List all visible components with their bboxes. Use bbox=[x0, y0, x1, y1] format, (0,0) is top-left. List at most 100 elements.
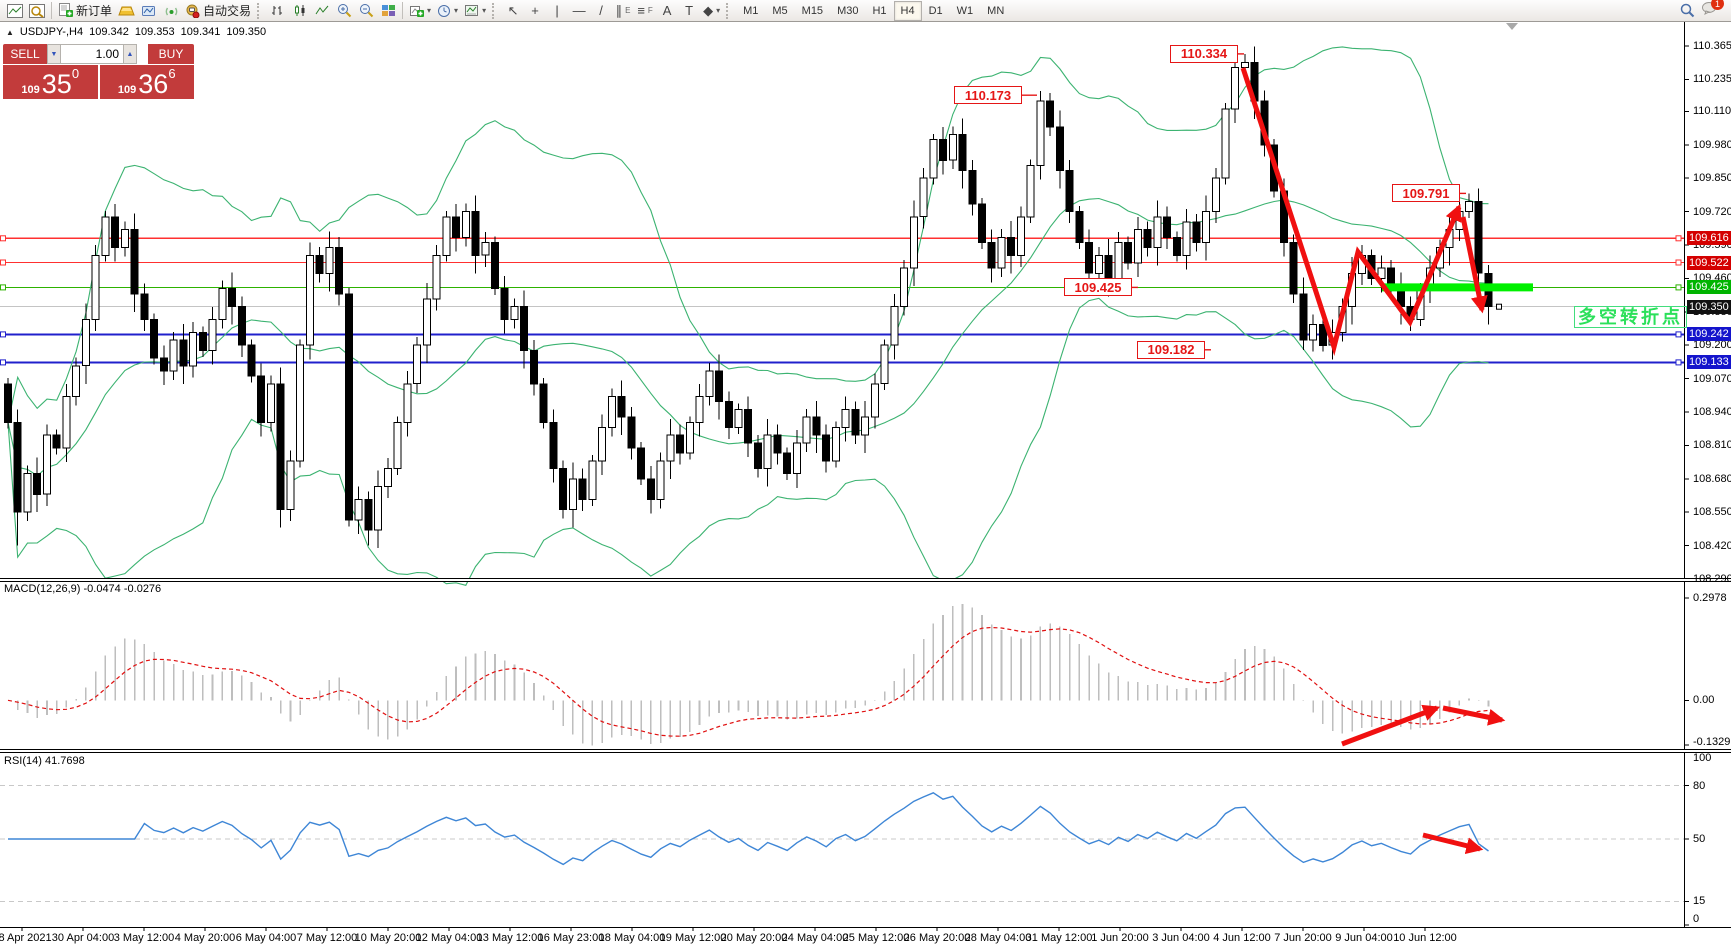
rsi-axis-tick[interactable]: 0 bbox=[1693, 913, 1700, 925]
macd-axis-tick[interactable]: -0.1329 bbox=[1693, 736, 1731, 748]
time-axis-label[interactable]: 30 Apr 04:00 bbox=[51, 932, 115, 944]
rsi-axis-tick[interactable]: 80 bbox=[1693, 779, 1706, 792]
timeframe-mn-button[interactable]: MN bbox=[987, 4, 1005, 17]
chart-shift-marker[interactable] bbox=[1506, 23, 1518, 30]
time-axis-label[interactable]: 7 May 12:00 bbox=[296, 932, 358, 944]
timeframe-m1-button[interactable]: M1 bbox=[743, 4, 759, 17]
price-annotation-label[interactable]: 109.425 bbox=[1064, 278, 1132, 297]
time-axis-label[interactable]: 3 Jun 04:00 bbox=[1152, 932, 1210, 944]
time-axis-label[interactable]: 9 Jun 04:00 bbox=[1335, 932, 1393, 944]
timeframe-h1-button[interactable]: H1 bbox=[872, 4, 887, 17]
vertical-line-tool-button[interactable]: | bbox=[555, 2, 559, 18]
horizontal-line-tool-button[interactable]: — bbox=[572, 2, 586, 18]
timeframe-w1-button[interactable]: W1 bbox=[956, 4, 974, 17]
timeframe-m30-button[interactable]: M30 bbox=[837, 4, 859, 17]
time-axis-label[interactable]: 10 May 20:00 bbox=[354, 932, 422, 944]
price-axis-tick[interactable]: ‎108.680 bbox=[1693, 472, 1731, 485]
time-axis-label[interactable]: 3 May 12:00 bbox=[113, 932, 175, 944]
price-annotation-label[interactable]: 110.173 bbox=[954, 86, 1022, 105]
time-axis-label[interactable]: 7 Jun 20:00 bbox=[1274, 932, 1332, 944]
rsi-axis-tick[interactable]: 15 bbox=[1693, 895, 1706, 908]
zoom-out-button[interactable] bbox=[355, 1, 377, 21]
price-axis-tick[interactable]: ‎109.070 bbox=[1693, 372, 1731, 385]
price-annotation-label[interactable]: 109.791 bbox=[1392, 184, 1460, 203]
price-annotation-label[interactable]: 109.182 bbox=[1137, 340, 1205, 359]
time-axis-label[interactable]: 4 May 20:00 bbox=[174, 932, 236, 944]
buy-price-box[interactable]: 109 36 6 bbox=[99, 65, 194, 99]
time-axis-label[interactable]: 10 Jun 12:00 bbox=[1393, 932, 1457, 944]
autotrade-button[interactable]: 自动交易 bbox=[182, 1, 254, 21]
signals-button[interactable] bbox=[160, 1, 182, 21]
timeframe-m15-button[interactable]: M15 bbox=[801, 4, 824, 17]
price-axis-tick[interactable]: ‎108.420 bbox=[1693, 539, 1731, 552]
line-chart-mode-button[interactable] bbox=[311, 1, 333, 21]
time-axis-label[interactable]: 24 May 04:00 bbox=[781, 932, 849, 944]
time-axis-label[interactable]: 12 May 04:00 bbox=[415, 932, 483, 944]
timeframe-m5-button[interactable]: M5 bbox=[772, 4, 788, 17]
time-axis-label[interactable]: 16 May 23:00 bbox=[537, 932, 605, 944]
price-axis-tick[interactable]: ‎108.810 bbox=[1693, 439, 1731, 452]
collapse-triangle-icon[interactable]: ▲ bbox=[6, 27, 14, 37]
zoom-in-button[interactable] bbox=[333, 1, 355, 21]
time-axis-label[interactable]: 26 May 20:00 bbox=[903, 932, 971, 944]
panel-separator-rsi[interactable] bbox=[0, 749, 1731, 753]
gold-button[interactable] bbox=[115, 1, 138, 21]
text-label-tool-button[interactable]: T bbox=[685, 2, 694, 18]
volume-decrease-button[interactable]: ▼ bbox=[47, 44, 61, 64]
indicators-button[interactable]: ▾ bbox=[406, 1, 434, 21]
analyst-note[interactable]: 多空转折点 bbox=[1574, 306, 1687, 328]
time-axis-label[interactable]: 1 Jun 20:00 bbox=[1091, 932, 1149, 944]
candle-chart-mode-button[interactable] bbox=[289, 1, 311, 21]
timeframe-d1-button[interactable]: D1 bbox=[928, 4, 943, 17]
price-annotation-label[interactable]: 110.334 bbox=[1170, 44, 1238, 63]
price-axis-tick[interactable]: ‎110.110 bbox=[1693, 105, 1731, 118]
arrows-tool-button[interactable]: ◆ ▾ bbox=[703, 2, 721, 18]
panel-separator-macd[interactable] bbox=[0, 578, 1731, 582]
buy-button[interactable]: BUY bbox=[148, 44, 194, 64]
time-axis-label[interactable]: 28 Apr 2021 bbox=[0, 932, 52, 944]
channel-tool-button[interactable]: ∥ E bbox=[615, 2, 631, 18]
templates-button[interactable]: ▾ bbox=[461, 1, 489, 21]
price-axis-tick[interactable]: ‎108.550 bbox=[1693, 506, 1731, 519]
time-axis-label[interactable]: 28 May 04:00 bbox=[964, 932, 1032, 944]
price-axis-tick[interactable]: ‎108.290 bbox=[1693, 573, 1731, 585]
price-axis-tick[interactable]: ‎109.200 bbox=[1693, 339, 1731, 352]
search-icon[interactable] bbox=[1680, 3, 1695, 18]
bar-chart-mode-button[interactable] bbox=[267, 1, 289, 21]
volume-increase-button[interactable]: ▲ bbox=[123, 44, 137, 64]
sell-button[interactable]: SELL bbox=[3, 44, 47, 64]
text-tool-button[interactable]: A bbox=[662, 2, 672, 18]
price-axis-tick[interactable]: ‎110.235 bbox=[1693, 73, 1731, 86]
price-axis-tick[interactable]: ‎110.365 bbox=[1693, 39, 1731, 52]
price-axis-tick[interactable]: ‎109.980 bbox=[1693, 138, 1731, 151]
time-axis-label[interactable]: 13 May 12:00 bbox=[476, 932, 544, 944]
volume-input[interactable] bbox=[61, 44, 123, 64]
tile-windows-button[interactable] bbox=[377, 1, 399, 21]
new-order-button[interactable]: 新订单 bbox=[55, 1, 115, 21]
time-axis-label[interactable]: 6 May 04:00 bbox=[235, 932, 297, 944]
time-axis-label[interactable]: 4 Jun 12:00 bbox=[1213, 932, 1271, 944]
time-axis-label[interactable]: 20 May 20:00 bbox=[720, 932, 788, 944]
macd-axis-tick[interactable]: 0.00 bbox=[1693, 694, 1715, 707]
rsi-axis-tick[interactable]: 50 bbox=[1693, 833, 1706, 845]
macd-axis-tick[interactable]: 0.2978 bbox=[1693, 591, 1727, 604]
periods-button[interactable]: ▾ bbox=[434, 1, 461, 21]
profiles-button[interactable] bbox=[26, 1, 48, 21]
new-chart-button[interactable] bbox=[4, 1, 26, 21]
time-axis-label[interactable]: 18 May 04:00 bbox=[598, 932, 666, 944]
price-axis-tick[interactable]: ‎109.850 bbox=[1693, 172, 1731, 185]
fibonacci-tool-button[interactable]: ≡ F bbox=[637, 2, 653, 18]
notifications-button[interactable]: 1 bbox=[1701, 0, 1724, 20]
trendline-tool-button[interactable]: / bbox=[599, 2, 603, 18]
price-axis-tick[interactable]: ‎108.940 bbox=[1693, 406, 1731, 418]
time-axis-label[interactable]: 19 May 12:00 bbox=[659, 932, 727, 944]
sell-price-box[interactable]: 109 35 0 bbox=[3, 65, 98, 99]
time-axis-label[interactable]: 25 May 12:00 bbox=[842, 932, 910, 944]
time-axis-label[interactable]: 31 May 12:00 bbox=[1025, 932, 1093, 944]
cursor-tool-button[interactable]: ↖ bbox=[507, 2, 519, 18]
price-axis-tick[interactable]: ‎109.720 bbox=[1693, 205, 1731, 218]
crosshair-tool-button[interactable]: + bbox=[531, 2, 539, 18]
rsi-axis-tick[interactable]: 100 bbox=[1693, 752, 1712, 764]
timeframe-h4-button[interactable]: H4 bbox=[893, 0, 922, 21]
